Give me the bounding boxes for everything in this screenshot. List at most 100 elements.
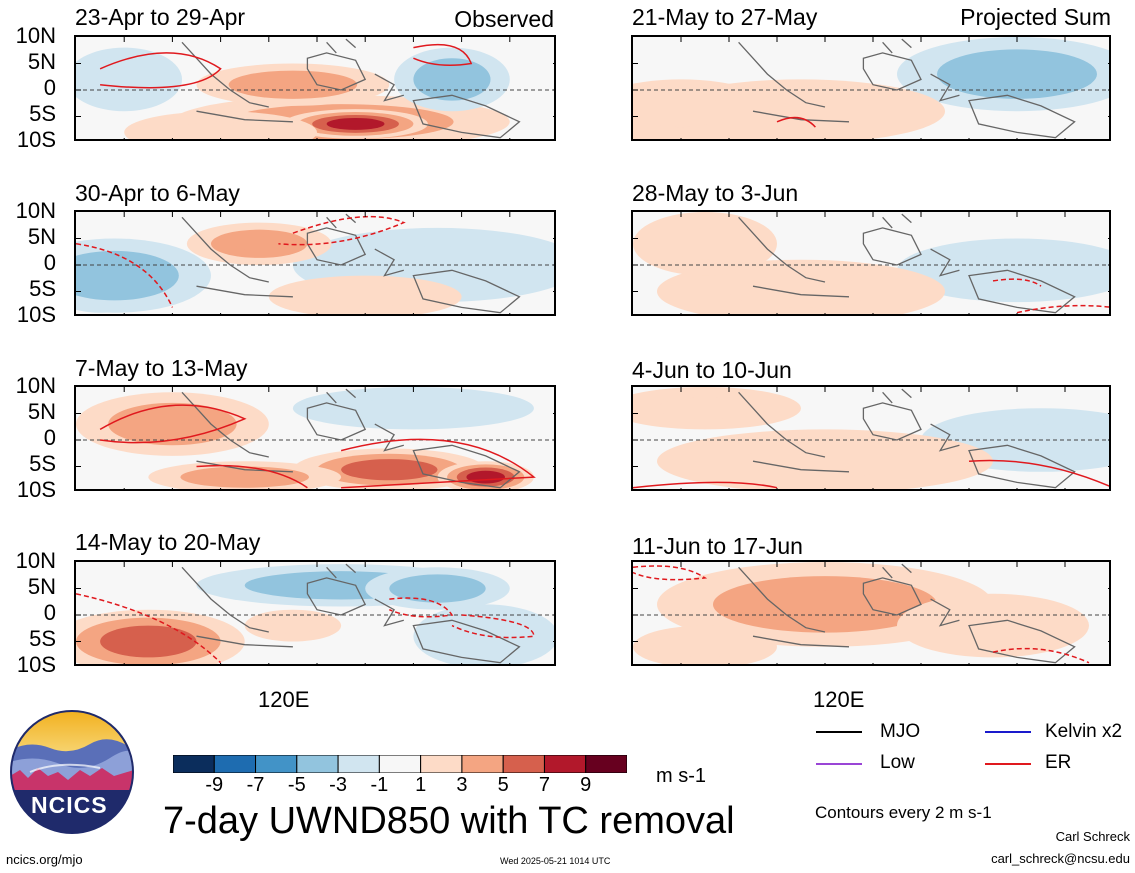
coastline — [181, 563, 521, 664]
colorbar-swatch — [461, 754, 504, 774]
ncics-logo: NCICS — [10, 710, 134, 834]
colorbar-tick-label: -1 — [370, 774, 389, 796]
y-tick-label: 10N — [15, 548, 56, 573]
field-shade — [353, 397, 474, 419]
y-tick-label: 10S — [16, 652, 56, 677]
panel-title-4: 14-May to 20-May — [75, 529, 261, 555]
colorbar-tick-label: 9 — [580, 774, 592, 796]
y-tick-label: 10S — [16, 302, 56, 327]
field-shade — [292, 578, 390, 593]
field-shade — [432, 68, 472, 90]
field-shade — [341, 120, 371, 127]
y-tick-label: 10S — [16, 477, 56, 502]
y-tick-label: 5N — [27, 49, 56, 74]
map-panel-7 — [631, 385, 1111, 491]
y-tick-label: 0 — [43, 600, 56, 625]
er-contour — [76, 593, 222, 664]
y-tick-label: 0 — [43, 250, 56, 275]
colorbar-tick-label: -3 — [329, 774, 347, 796]
map-panel-1 — [74, 35, 556, 141]
map-panel-5 — [631, 35, 1111, 141]
field-shade — [82, 263, 147, 288]
y-tick-label: 5N — [27, 574, 56, 599]
field-shade — [124, 633, 173, 650]
y-tick-label: 0 — [43, 425, 56, 450]
field-shade — [945, 609, 1041, 642]
anomaly-field — [76, 212, 554, 314]
er-contour — [633, 565, 708, 581]
field-shade — [413, 581, 462, 596]
er-contour — [340, 438, 536, 489]
legend-er-label: ER — [1045, 752, 1072, 773]
y-tick-label: 10S — [16, 127, 56, 152]
er-contour — [451, 614, 535, 639]
er-contour — [968, 459, 1109, 487]
field-shade — [977, 61, 1057, 87]
field-shade — [317, 286, 414, 308]
er-contour — [76, 243, 174, 308]
colorbar-swatch — [255, 754, 298, 774]
y-tick-label: 10N — [15, 198, 56, 223]
colorbar-swatch — [543, 754, 587, 774]
footer-author: Carl Schreck — [1055, 829, 1130, 844]
map-panel-8 — [631, 560, 1111, 666]
er-contour — [196, 464, 308, 489]
y-tick-label: 5S — [29, 626, 56, 651]
y-tick-label: 5S — [29, 451, 56, 476]
field-shade — [741, 445, 909, 478]
colorbar-units: m s-1 — [656, 765, 706, 787]
er-contour — [633, 481, 778, 489]
coastline — [738, 388, 1076, 489]
field-shade — [260, 77, 326, 92]
y-tick-label: 5N — [27, 224, 56, 249]
er-contour — [992, 647, 1090, 664]
colorbar-tick-label: -5 — [287, 774, 306, 796]
field-shade — [172, 121, 269, 139]
colorbar-swatch — [378, 754, 422, 774]
er-contour — [413, 43, 473, 66]
colorbar-swatch — [420, 754, 463, 774]
field-shade — [365, 246, 510, 284]
field-shade — [633, 95, 729, 128]
field-shade — [95, 63, 154, 96]
legend-mjo-label: MJO — [880, 721, 921, 742]
anomaly-field — [633, 37, 1109, 139]
map-panel-6 — [631, 210, 1111, 316]
footer-email: carl_schreck@ncsu.edu — [991, 851, 1130, 866]
y-tick-label: 5S — [29, 276, 56, 301]
legend-low-line — [816, 763, 862, 765]
y-tick-label: 5N — [27, 399, 56, 424]
y-tick-label: 0 — [43, 75, 56, 100]
field-shade — [769, 590, 881, 619]
legend-low-label: Low — [880, 752, 915, 773]
anomaly-field — [76, 37, 554, 139]
er-contour — [776, 116, 816, 128]
colorbar-swatch — [213, 754, 257, 774]
er-contour — [388, 597, 454, 618]
contour-note: Contours every 2 m s-1 — [815, 803, 992, 822]
er-contour — [992, 278, 1042, 287]
colorbar-tick-label: 1 — [415, 774, 427, 796]
colorbar-swatch — [585, 754, 628, 774]
field-shade — [657, 397, 753, 419]
footer-timestamp: Wed 2025-05-21 1014 UTC — [500, 856, 611, 866]
y-tick-label: 10N — [15, 373, 56, 398]
anomaly-field — [76, 387, 554, 489]
colorbar-tick-label: -7 — [246, 774, 265, 796]
colorbar-swatch — [502, 754, 545, 774]
legend-er-line — [985, 763, 1031, 765]
field-shade — [212, 471, 277, 483]
map-panel-3 — [74, 385, 556, 491]
er-contour — [99, 52, 222, 89]
colorbar-swatch — [337, 754, 380, 774]
legend-mjo-line — [816, 731, 862, 733]
x-tick-label-left: 120E — [258, 687, 310, 712]
field-shade — [729, 275, 873, 308]
anomaly-field — [633, 562, 1109, 664]
panel-title-6: 28-May to 3-Jun — [632, 180, 799, 206]
anomaly-field — [76, 562, 554, 664]
anomaly-field — [633, 212, 1109, 314]
panel-title-1: 23-Apr to 29-Apr — [75, 4, 246, 30]
panel-title-8: 11-Jun to 17-Jun — [632, 533, 803, 559]
colorbar-tick-label: 3 — [456, 774, 468, 796]
